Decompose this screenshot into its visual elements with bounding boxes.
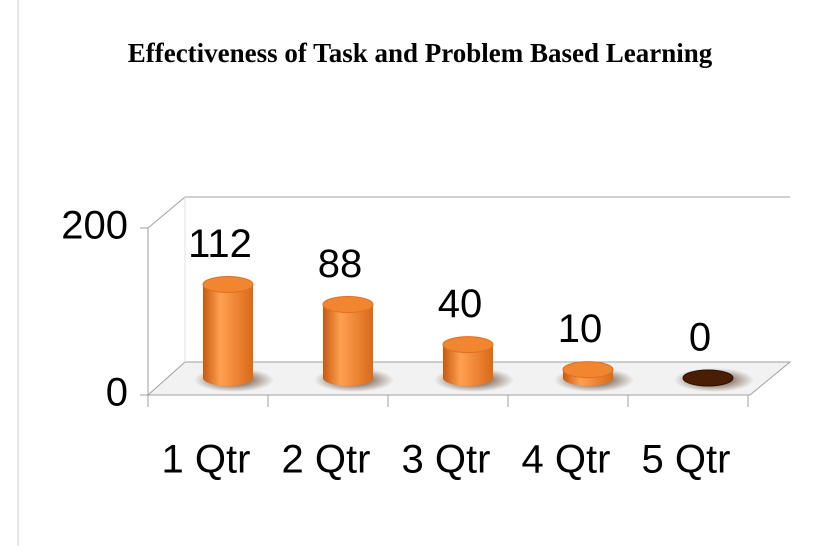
frame <box>17 0 19 546</box>
value-label: 112 <box>188 222 252 266</box>
value-label: 88 <box>318 242 363 286</box>
chart-title: Effectiveness of Task and Problem Based … <box>127 38 713 68</box>
bar-top <box>442 336 494 354</box>
value-label: 40 <box>438 282 483 326</box>
x-tick-label: 4 Qtr <box>522 438 611 482</box>
x-tick-label: 3 Qtr <box>402 438 491 482</box>
value-label: 0 <box>689 316 711 360</box>
bar-top <box>202 275 254 293</box>
bar <box>322 296 374 386</box>
x-tick-label: 2 Qtr <box>282 438 371 482</box>
bar <box>442 336 494 386</box>
bar <box>202 275 254 386</box>
x-tick-label: 5 Qtr <box>642 438 731 482</box>
bar-top <box>322 296 374 314</box>
value-label: 10 <box>558 307 603 351</box>
bar-body <box>203 284 253 386</box>
bar <box>562 361 614 386</box>
bar-top <box>562 361 614 379</box>
bar-body <box>323 304 373 386</box>
y-tick-label: 0 <box>106 371 128 415</box>
bar <box>682 369 734 387</box>
bar-top <box>682 369 734 387</box>
bar-body <box>443 344 493 386</box>
x-tick-label: 1 Qtr <box>162 438 251 482</box>
y-tick-label: 200 <box>61 204 128 248</box>
